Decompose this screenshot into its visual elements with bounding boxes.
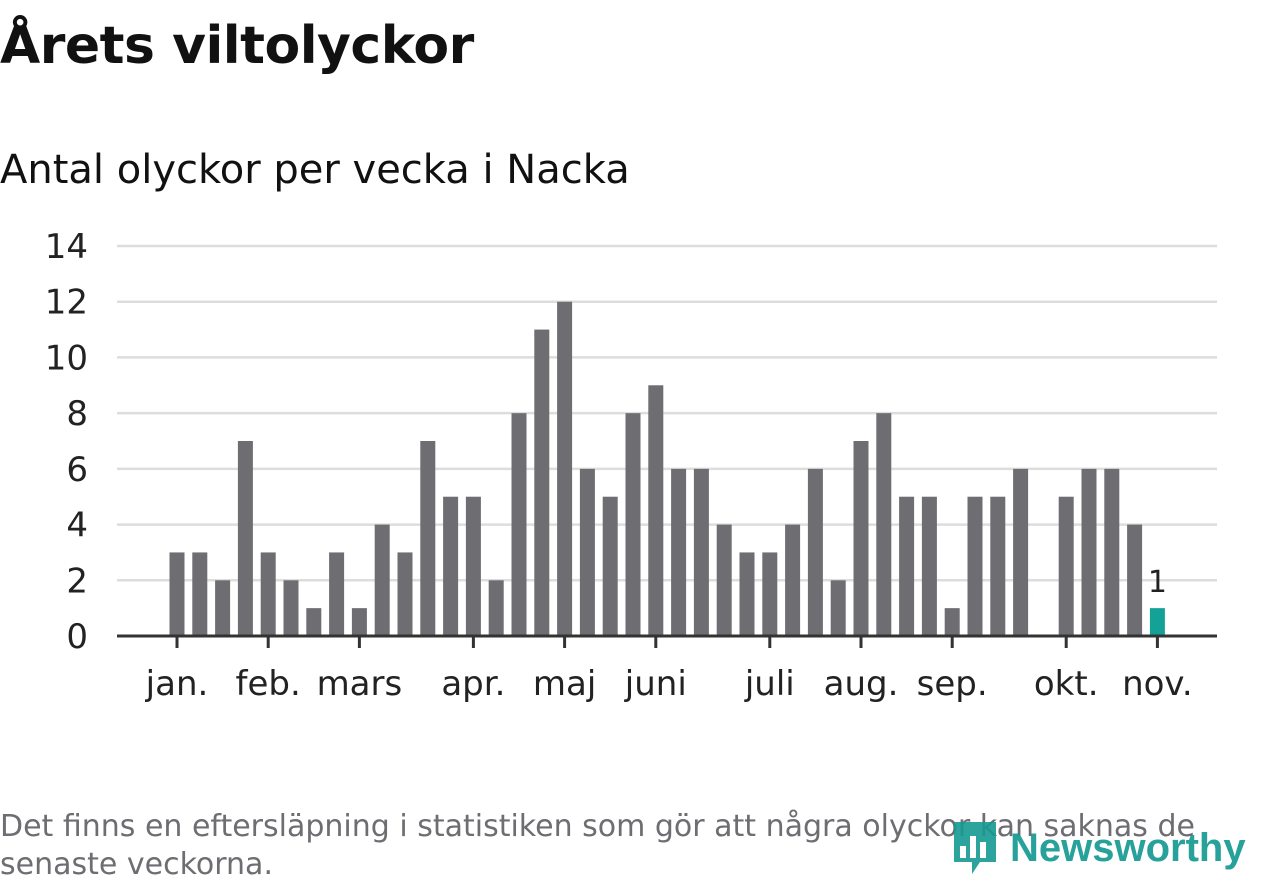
x-tick-label: juni [624,664,687,704]
bar [807,468,823,636]
y-tick-label: 10 [45,338,88,378]
bar [488,580,504,636]
bar [283,580,299,636]
bar [511,413,527,636]
newsworthy-logo[interactable]: Newsworthy [950,818,1262,878]
bar [671,468,687,636]
bar [876,413,892,636]
bar [716,524,732,636]
bar [329,552,345,636]
y-tick-label: 6 [66,450,88,490]
bar [739,552,755,636]
x-tick-label: sep. [917,664,988,704]
bar [693,468,709,636]
y-axis-ticks: 0 2 4 6 8 10 12 14 [45,227,88,657]
bar [1104,468,1120,636]
x-axis-ticks: jan. feb. mars apr. maj juni juli aug. sep. okt. n… [145,636,1193,704]
x-tick-label: mars [317,664,403,704]
bar [215,580,231,636]
bars [169,301,1165,636]
bar [602,496,618,636]
bar [944,608,960,636]
bar [260,552,276,636]
bar [921,496,937,636]
x-tick-label: juli [744,664,795,704]
bar [306,608,322,636]
newsworthy-logo-icon [954,822,996,874]
y-tick-label: 2 [66,561,88,601]
bar [625,413,641,636]
bar [1058,496,1074,636]
bar [967,496,983,636]
bar [899,496,915,636]
data-labels: 1 [1148,565,1167,600]
bar [237,441,253,636]
bar-highlight [1149,608,1165,636]
bar [557,301,573,636]
bar [579,468,595,636]
bar [443,496,459,636]
highlight-value-label: 1 [1148,565,1167,600]
bar [397,552,413,636]
bar [534,329,550,636]
bar [420,441,436,636]
bar [169,552,185,636]
bar [762,552,778,636]
bar [830,580,846,636]
x-tick-label: aug. [824,664,899,704]
bar [1127,524,1143,636]
bar [1013,468,1029,636]
y-tick-label: 14 [45,227,88,267]
bar [351,608,367,636]
x-tick-label: feb. [236,664,301,704]
chart-subtitle: Antal olyckor per vecka i Nacka [0,147,630,193]
bar-chart: 0 2 4 6 8 10 12 14 jan. feb. mars apr. maj juni juli a… [45,227,1217,704]
x-tick-label: jan. [145,664,209,704]
y-tick-label: 4 [66,506,88,546]
bar [465,496,481,636]
x-tick-label: apr. [441,664,505,704]
x-tick-label: okt. [1034,664,1099,704]
chart-title: Årets viltolyckor [0,16,474,76]
bar [648,385,664,636]
bar [990,496,1006,636]
x-tick-label: nov. [1122,664,1193,704]
bar [1081,468,1097,636]
bar [785,524,801,636]
y-tick-label: 12 [45,283,88,323]
bar [374,524,390,636]
y-tick-label: 0 [66,617,88,657]
y-tick-label: 8 [66,394,88,434]
bar [853,441,869,636]
bar [192,552,208,636]
logo-text: Newsworthy [1010,825,1246,870]
gridlines [117,244,1217,582]
x-tick-label: maj [533,664,596,704]
